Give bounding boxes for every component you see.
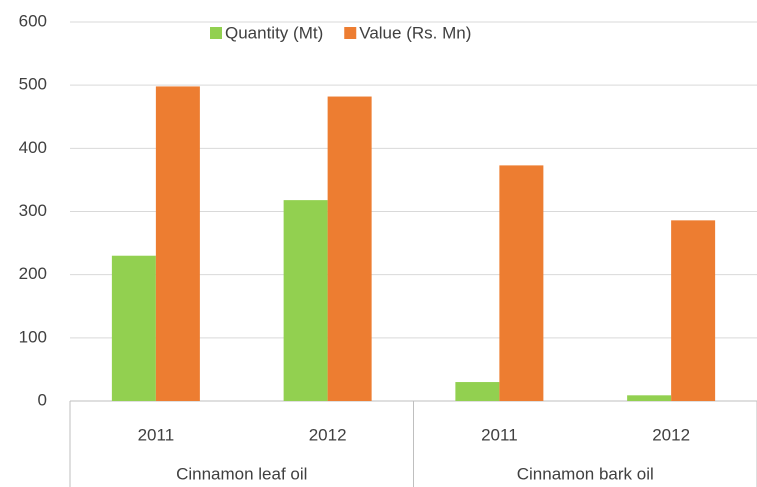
bar bbox=[455, 382, 500, 401]
x-tick-label: 2012 bbox=[652, 425, 690, 444]
bar bbox=[327, 96, 372, 401]
bar bbox=[111, 255, 156, 401]
bar bbox=[499, 165, 544, 401]
x-tick-label: 2011 bbox=[138, 425, 175, 444]
bar bbox=[671, 220, 716, 401]
bar bbox=[155, 86, 200, 402]
bar bbox=[283, 200, 328, 401]
y-tick-label: 100 bbox=[19, 327, 47, 346]
y-tick-label: 600 bbox=[19, 11, 47, 30]
x-tick-label: 2011 bbox=[481, 425, 518, 444]
bar bbox=[627, 395, 672, 401]
x-tick-label: 2012 bbox=[309, 425, 347, 444]
legend-label: Quantity (Mt) bbox=[225, 23, 323, 42]
legend-swatch bbox=[210, 27, 222, 39]
group-label: Cinnamon bark oil bbox=[517, 464, 654, 483]
y-tick-label: 200 bbox=[19, 264, 47, 283]
y-tick-label: 500 bbox=[19, 75, 47, 94]
y-tick-label: 400 bbox=[19, 138, 47, 157]
group-label: Cinnamon leaf oil bbox=[176, 464, 307, 483]
legend-label: Value (Rs. Mn) bbox=[359, 23, 471, 42]
legend-swatch bbox=[344, 27, 357, 39]
y-tick-label: 300 bbox=[19, 201, 47, 220]
y-tick-label: 0 bbox=[38, 390, 47, 409]
